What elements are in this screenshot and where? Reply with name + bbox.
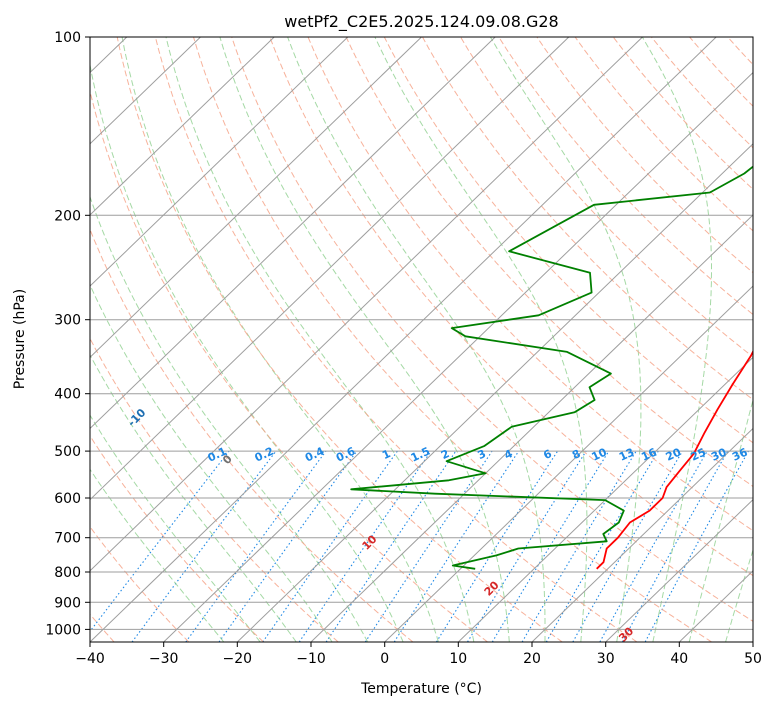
mixing-ratio-line [435,450,559,642]
moist-adiabat-line [121,37,439,642]
mixing-ratio-line [185,450,327,642]
dry-adiabat-line [90,435,264,642]
moist-adiabat-line [90,283,333,642]
x-tick-label: 30 [597,651,615,667]
dry-adiabat-line [345,37,753,488]
moist-adiabat-line [90,62,404,642]
y-tick-label: 600 [54,491,81,507]
y-tick-label: 700 [54,531,81,547]
y-tick-label: 100 [54,30,81,46]
sounding-series [350,165,753,570]
isotherm-gridline [90,37,349,287]
plot-frame [89,36,754,643]
plot-background [90,37,753,642]
y-axis-title: Pressure (hPa) [12,289,28,389]
dry-adiabat-line [231,37,753,622]
x-tick-label: −30 [149,651,179,667]
x-tick-label: 40 [670,651,688,667]
dewpoint-line [350,165,753,570]
mixing-ratio-line [467,450,587,642]
mixing-ratio-label: 20 [664,445,684,463]
dry-adiabat-line [269,37,753,577]
dry-adiabat-line [307,37,753,532]
dry-adiabat-line [116,37,563,642]
y-tick-label: 800 [54,565,81,581]
y-tick-label: 500 [54,444,81,460]
moist-adiabat-line [489,37,642,642]
dry-adiabat-line [90,525,190,642]
isotherm-gridline [236,143,753,642]
isotherm-gridline [605,498,753,642]
isotherm-gridline [457,356,753,642]
mixing-ratio-line [621,450,729,642]
mixing-ratio-line [599,450,708,642]
x-axis-ticks: −40 −30 −20 −10 0 10 20 30 40 50 [75,642,762,667]
isotherm-gridline [90,37,496,430]
y-tick-label: 200 [54,208,81,224]
isotherm-gridline [90,37,275,216]
mixing-ratio-line [218,450,358,642]
dry-adiabats [90,37,753,642]
isotherm-gridline [531,427,753,642]
isotherm-gridline [163,71,753,642]
moist-adiabat-line [165,37,475,642]
mixing-ratio-label: 30 [709,445,729,463]
mixing-ratio-label: 10 [590,445,610,463]
dry-adiabat-line [90,89,488,642]
mixing-ratio-label: 36 [730,445,750,463]
moist-adiabat-line [90,195,369,642]
moist-adiabat-line [641,37,712,642]
dry-adiabat-line [383,37,753,444]
mixing-ratio-line [491,450,610,642]
x-tick-label: −40 [75,651,105,667]
dry-adiabat-line [90,337,339,642]
isotherm-gridline [90,37,570,501]
x-tick-label: −10 [296,651,326,667]
x-tick-label: 20 [523,651,541,667]
mixing-ratio-label: 13 [617,446,636,464]
chart-title: wetPf2_C2E5.2025.124.09.08.G28 [284,12,558,32]
y-tick-label: 300 [54,313,81,329]
moist-adiabats [90,37,753,642]
isobar-grid [90,37,753,630]
plot-area: -100-90-80-70-60-50-40-30-20-10010203040… [90,37,753,642]
mixing-ratio-label: 25 [689,446,708,464]
isotherm-gridline [90,37,643,572]
mixing-ratio-line [325,450,457,642]
temperature-line [596,349,753,570]
dry-adiabat-line [460,37,753,358]
y-axis-ticks: 100 200 300 400 500 600 700 800 900 1000 [45,30,90,638]
mixing-ratio-line [393,450,520,642]
x-tick-label: 10 [449,651,467,667]
moist-adiabat-line [287,37,546,642]
dry-adiabat-line [90,228,414,642]
x-tick-label: 0 [380,651,389,667]
y-tick-label: 1000 [45,622,81,638]
mixing-ratio-label: 16 [639,445,659,463]
y-tick-label: 900 [54,595,81,611]
x-tick-label: 50 [744,651,762,667]
isotherm-gridline [384,285,753,642]
isotherm-gridline [90,37,201,145]
x-tick-label: −20 [223,651,253,667]
moist-adiabat-line [90,468,225,642]
moist-adiabat-line [219,37,510,642]
y-tick-label: 400 [54,387,81,403]
isotherm-gridline [90,37,422,358]
dry-adiabat-line [192,37,712,642]
dry-adiabat-line [154,37,638,642]
moist-adiabat-line [374,37,588,642]
dry-adiabat-line [498,37,753,316]
isotherm-gridline [310,214,753,642]
isotherm-grid [90,37,753,642]
mixing-ratio-line [298,450,432,642]
isotherm-gridline [90,37,717,642]
x-axis-title: Temperature (°C) [360,681,482,697]
